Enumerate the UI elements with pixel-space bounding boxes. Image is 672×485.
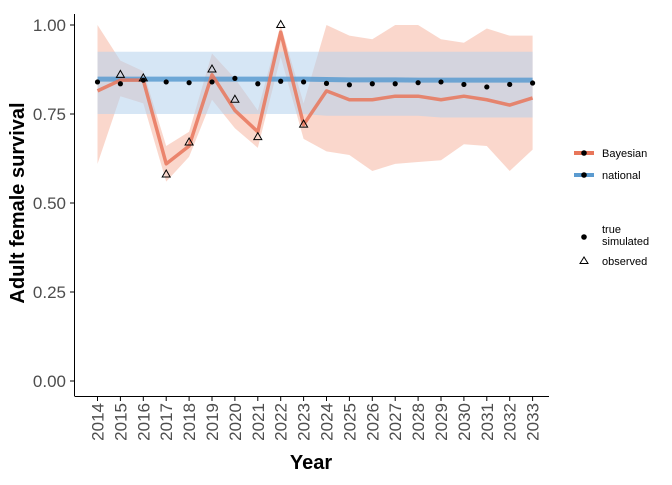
x-tick-label: 2020 [226,403,245,441]
simulated-point [117,81,123,87]
simulated-point [323,80,330,86]
x-tick-label: 2018 [180,403,199,441]
y-axis-title: Adult female survival [7,102,29,303]
observed-points-layer [115,19,309,178]
legend-bayesian-dot [581,150,587,156]
x-tick-label: 2032 [501,403,520,441]
x-tick-label: 2031 [478,403,497,441]
observed-point [184,136,194,146]
national-band-layer [97,51,533,118]
x-tick-label: 2023 [295,403,314,441]
y-tick-label: 0.00 [33,372,66,391]
y-tick-label: 1.00 [33,16,66,35]
simulated-point [140,77,146,83]
legend-national-label: national [602,170,641,182]
observed-point [138,72,149,82]
legend-item-simulated: true simulated [581,224,649,248]
x-tick-label: 2019 [203,403,222,441]
legend-bayesian-label: Bayesian [602,148,647,160]
simulated-point [484,84,490,90]
simulated-point [415,80,421,86]
simulated-point [530,80,536,86]
observed-point [252,131,263,141]
legend-item-observed: observed [579,256,647,268]
y-tick-label: 0.50 [33,194,66,213]
y-tick-label: 0.25 [33,283,66,302]
observed-point [115,69,126,78]
simulated-point [438,79,444,85]
y-tick-label: 0.75 [33,105,66,124]
y-axis: 0.00 0.25 0.50 0.75 1.00 [33,14,75,396]
legend-national-dot [581,172,587,178]
legend-item-bayesian: Bayesian [574,148,647,160]
observed-point [207,63,217,73]
simulated-point [209,79,215,85]
plot-area [94,19,536,182]
simulated-point [232,75,238,81]
simulated-point [507,81,513,88]
bayesian-line [96,30,534,166]
x-tick-label: 2022 [272,403,291,441]
x-axis-title: Year [290,452,332,474]
simulated-point [461,81,467,88]
x-tick-label: 2025 [340,403,359,441]
x-tick-label: 2030 [455,403,474,441]
x-tick-label: 2033 [524,403,543,441]
legend-simulated-label: true simulated [602,224,649,248]
x-tick-label: 2015 [111,403,130,441]
x-tick-label: 2027 [386,403,405,441]
observed-point [275,19,286,28]
national-credible-band [97,51,533,118]
bayesian-line-layer [96,30,534,166]
x-tick-label: 2026 [363,403,382,441]
national-line-layer [97,76,533,83]
legend-item-national: national [574,170,641,182]
legend: Bayesian national true simulated observe… [574,148,649,268]
simulated-point [94,79,101,85]
x-tick-label: 2024 [318,403,337,441]
x-tick-label: 2021 [249,403,268,441]
simulated-point [186,80,192,86]
x-axis: 2014 2015 2016 2017 2018 2019 2020 2021 2022 2023… [74,396,549,441]
observed-point [161,169,172,178]
x-tick-label: 2016 [134,403,153,441]
x-tick-label: 2028 [409,403,428,441]
legend-observed-triangle [579,256,589,264]
simulated-point [255,81,261,87]
legend-simulated-dot [581,234,587,240]
simulated-points-layer [94,75,536,90]
simulated-point [301,79,307,85]
observed-point [298,119,309,128]
x-tick-label: 2017 [157,403,176,441]
observed-point [230,94,240,103]
simulated-point [392,81,398,87]
simulated-point [369,81,375,87]
x-tick-label: 2014 [89,403,108,441]
simulated-point [346,82,352,88]
simulated-point [163,79,169,85]
national-line [97,76,533,83]
x-tick-label: 2029 [432,403,451,441]
simulated-point [278,78,284,84]
legend-observed-label: observed [602,256,647,268]
